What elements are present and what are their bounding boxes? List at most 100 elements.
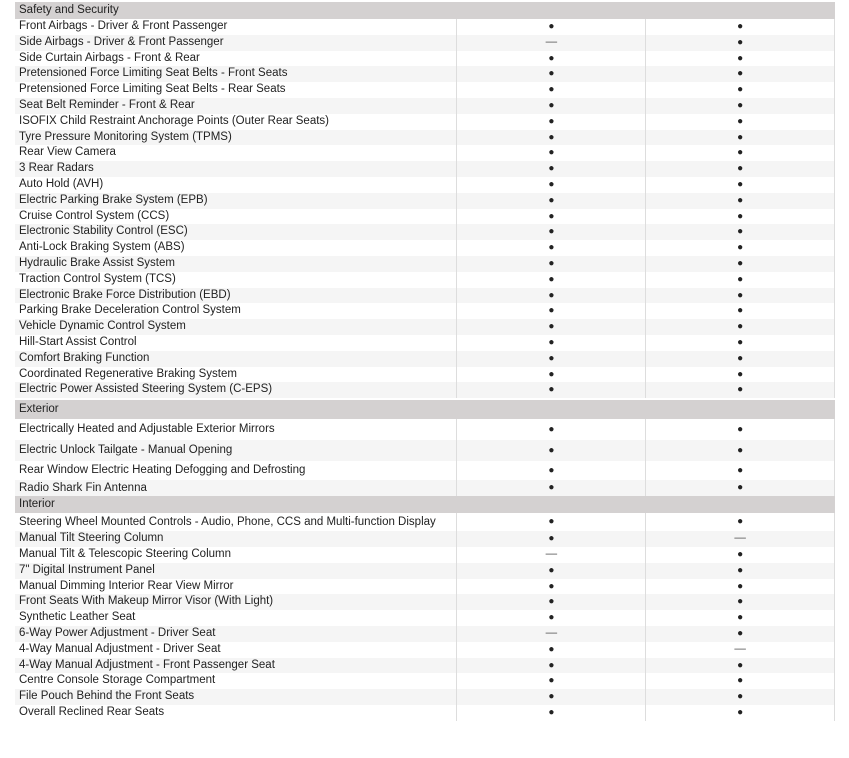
section-header: Interior [15,496,835,514]
standard-dot-icon: ● [646,50,835,67]
standard-dot-icon: ● [646,97,835,114]
table-row: Hydraulic Brake Assist System ● ● [15,255,835,272]
standard-dot-icon: ● [457,531,647,547]
feature-label: Traction Control System (TCS) [15,271,458,288]
feature-label: Auto Hold (AVH) [15,176,458,193]
feature-label: Comfort Braking Function [15,350,458,367]
standard-dot-icon: ● [646,689,835,705]
table-row: Side Airbags - Driver & Front Passenger —… [15,34,835,51]
feature-label: Electric Parking Brake System (EPB) [15,192,458,209]
standard-dot-icon: ● [646,594,835,611]
feature-label: Rear Window Electric Heating Defogging a… [15,461,458,481]
feature-label: Electric Unlock Tailgate - Manual Openin… [15,440,458,462]
feature-label: Overall Reclined Rear Seats [15,704,458,721]
standard-dot-icon: ● [457,82,647,98]
table-row: Pretensioned Force Limiting Seat Belts -… [15,82,835,98]
feature-label: 7" Digital Instrument Panel [15,562,458,579]
feature-label: Seat Belt Reminder - Front & Rear [15,97,458,114]
standard-dot-icon: ● [646,145,835,162]
standard-dot-icon: ● [457,366,647,383]
feature-label: Pretensioned Force Limiting Seat Belts -… [15,82,458,98]
standard-dot-icon: ● [457,513,647,532]
standard-dot-icon: ● [646,562,835,579]
table-row: Seat Belt Reminder - Front & Rear ● ● [15,97,835,114]
standard-dot-icon: ● [457,610,647,626]
standard-dot-icon: ● [457,208,647,225]
standard-dot-icon: ● [457,129,647,146]
standard-dot-icon: ● [646,192,835,209]
feature-label: Centre Console Storage Compartment [15,673,458,690]
standard-dot-icon: ● [646,240,835,256]
table-row: Electric Power Assisted Steering System … [15,382,835,399]
table-row: Side Curtain Airbags - Front & Rear ● ● [15,50,835,67]
standard-dot-icon: ● [646,657,835,674]
feature-label: Electric Power Assisted Steering System … [15,382,458,399]
table-row: Manual Tilt & Telescopic Steering Column… [15,546,835,563]
not-available-dash-icon: — [457,625,647,642]
not-available-dash-icon: — [646,531,835,547]
feature-label: Anti-Lock Braking System (ABS) [15,240,458,256]
standard-dot-icon: ● [457,19,647,35]
standard-dot-icon: ● [646,366,835,383]
standard-dot-icon: ● [457,641,647,658]
feature-label: Electrically Heated and Adjustable Exter… [15,419,458,441]
standard-dot-icon: ● [646,161,835,177]
table-row: Radio Shark Fin Antenna ● ● [15,480,835,497]
standard-dot-icon: ● [457,66,647,83]
standard-dot-icon: ● [646,610,835,626]
table-row: Front Seats With Makeup Mirror Visor (Wi… [15,594,835,611]
standard-dot-icon: ● [646,704,835,721]
table-row: 6-Way Power Adjustment - Driver Seat — ● [15,625,835,642]
standard-dot-icon: ● [457,192,647,209]
standard-dot-icon: ● [646,271,835,288]
standard-dot-icon: ● [646,255,835,272]
not-available-dash-icon: — [457,546,647,563]
standard-dot-icon: ● [457,578,647,595]
standard-dot-icon: ● [646,461,835,481]
standard-dot-icon: ● [457,562,647,579]
standard-dot-icon: ● [646,34,835,51]
standard-dot-icon: ● [457,145,647,162]
standard-dot-icon: ● [457,176,647,193]
feature-label: Manual Dimming Interior Rear View Mirror [15,578,458,595]
standard-dot-icon: ● [646,19,835,35]
spec-table: Safety and Security Front Airbags - Drive… [15,2,835,721]
table-row: Electric Parking Brake System (EPB) ● ● [15,192,835,209]
standard-dot-icon: ● [646,578,835,595]
standard-dot-icon: ● [646,480,835,497]
feature-label: Electronic Brake Force Distribution (EBD… [15,287,458,304]
standard-dot-icon: ● [646,319,835,335]
standard-dot-icon: ● [646,625,835,642]
feature-label: Hill-Start Assist Control [15,334,458,351]
standard-dot-icon: ● [646,82,835,98]
standard-dot-icon: ● [457,419,647,441]
section-header: Exterior [15,400,835,420]
table-row: 7" Digital Instrument Panel ● ● [15,562,835,579]
feature-label: Radio Shark Fin Antenna [15,480,458,497]
feature-label: Manual Tilt Steering Column [15,531,458,547]
standard-dot-icon: ● [457,303,647,320]
feature-label: Steering Wheel Mounted Controls - Audio,… [15,513,458,532]
standard-dot-icon: ● [646,382,835,399]
standard-dot-icon: ● [457,440,647,462]
standard-dot-icon: ● [646,673,835,690]
table-row: Centre Console Storage Compartment ● ● [15,673,835,690]
table-row: 4-Way Manual Adjustment - Front Passenge… [15,657,835,674]
table-row: Manual Dimming Interior Rear View Mirror… [15,578,835,595]
table-row: Manual Tilt Steering Column ● — [15,531,835,547]
feature-label: Vehicle Dynamic Control System [15,319,458,335]
feature-label: Front Airbags - Driver & Front Passenger [15,19,458,35]
table-row: Electric Unlock Tailgate - Manual Openin… [15,440,835,462]
standard-dot-icon: ● [457,287,647,304]
table-row: Hill-Start Assist Control ● ● [15,334,835,351]
standard-dot-icon: ● [457,657,647,674]
feature-label: 3 Rear Radars [15,161,458,177]
table-row: Electronic Brake Force Distribution (EBD… [15,287,835,304]
table-row: Cruise Control System (CCS) ● ● [15,208,835,225]
feature-label: Side Curtain Airbags - Front & Rear [15,50,458,67]
feature-label: ISOFIX Child Restraint Anchorage Points … [15,113,458,130]
standard-dot-icon: ● [457,480,647,497]
table-row: Overall Reclined Rear Seats ● ● [15,704,835,721]
standard-dot-icon: ● [457,224,647,241]
feature-label: Tyre Pressure Monitoring System (TPMS) [15,129,458,146]
